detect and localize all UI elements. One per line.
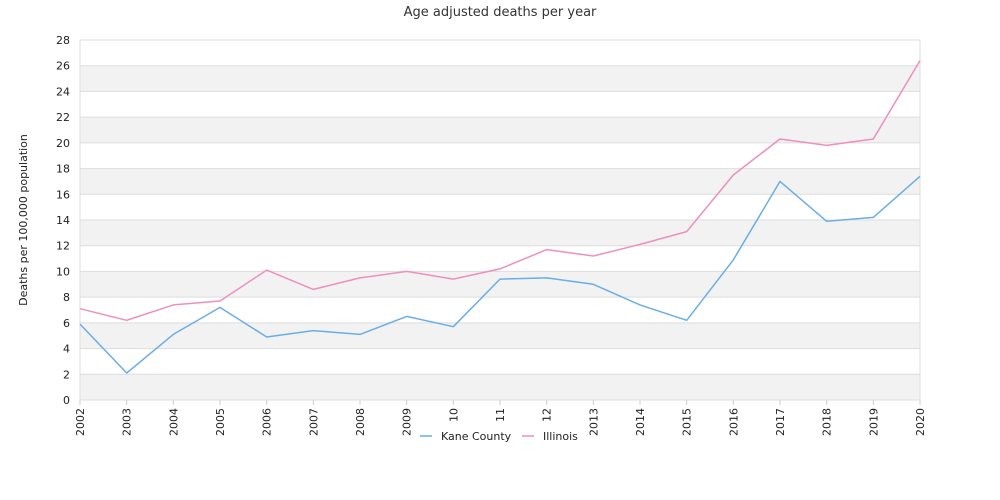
plot-band <box>80 40 920 66</box>
y-tick-label: 8 <box>63 291 70 304</box>
legend-label: Illinois <box>543 430 578 443</box>
y-axis-label: Deaths per 100,000 population <box>17 134 30 306</box>
plot-background-bands <box>80 40 920 400</box>
plot-band <box>80 65 920 92</box>
plot-band <box>80 168 920 195</box>
y-tick-label: 18 <box>56 163 70 176</box>
x-tick-label: 2008 <box>354 408 367 436</box>
x-tick-label: 2019 <box>867 408 880 436</box>
x-tick-label: 2006 <box>261 408 274 436</box>
legend-label: Kane County <box>441 430 512 443</box>
plot-band <box>80 297 920 323</box>
plot-band <box>80 322 920 349</box>
y-tick-label: 12 <box>56 240 70 253</box>
y-tick-label: 0 <box>63 394 70 407</box>
y-tick-label: 4 <box>63 343 70 356</box>
plot-band <box>80 374 920 400</box>
series-line-illinois <box>79 60 921 322</box>
y-tick-label: 28 <box>56 34 70 47</box>
plot-band <box>80 348 920 375</box>
x-tick-label: 11 <box>494 408 507 422</box>
plot-band <box>80 194 920 220</box>
y-tick-label: 14 <box>56 214 70 227</box>
x-tick-label: 2007 <box>307 408 320 436</box>
x-tick-label: 2002 <box>74 408 87 436</box>
y-tick-label: 22 <box>56 111 70 124</box>
plot-band <box>80 142 920 169</box>
x-tick-label: 2016 <box>727 408 740 436</box>
series-lines <box>79 60 921 374</box>
x-tick-label: 2014 <box>634 408 647 436</box>
y-tick-label: 16 <box>56 188 70 201</box>
plot-band <box>80 245 920 272</box>
plot-band <box>80 220 920 246</box>
x-tick-label: 2003 <box>121 408 134 436</box>
chart-title: Age adjusted deaths per year <box>404 5 597 20</box>
y-tick-label: 20 <box>56 137 70 150</box>
x-tick-label: 2005 <box>214 408 227 436</box>
plot-band <box>80 91 920 118</box>
plot-band <box>80 271 920 298</box>
x-tick-label: 10 <box>447 408 460 422</box>
series-line-kane-county <box>79 175 921 374</box>
x-tick-label: 2004 <box>167 408 180 436</box>
x-tick-label: 2013 <box>587 408 600 436</box>
x-tick-label: 12 <box>541 408 554 422</box>
y-tick-label: 10 <box>56 265 70 278</box>
x-tick-label: 2018 <box>821 408 834 436</box>
x-tick-label: 2009 <box>401 408 414 436</box>
x-axis-ticks: 2002 2003 2004 2005 2006 2007 2008 2009 10 11 12 20… <box>74 400 927 436</box>
y-tick-label: 24 <box>56 85 70 98</box>
plot-band <box>80 117 920 143</box>
legend: Kane County Illinois <box>420 430 578 443</box>
y-tick-label: 6 <box>63 317 70 330</box>
x-tick-label: 2017 <box>774 408 787 436</box>
x-tick-label: 2015 <box>681 408 694 436</box>
grid-lines <box>79 39 921 401</box>
y-tick-label: 26 <box>56 60 70 73</box>
x-tick-label: 2020 <box>914 408 927 436</box>
y-tick-label: 2 <box>63 368 70 381</box>
